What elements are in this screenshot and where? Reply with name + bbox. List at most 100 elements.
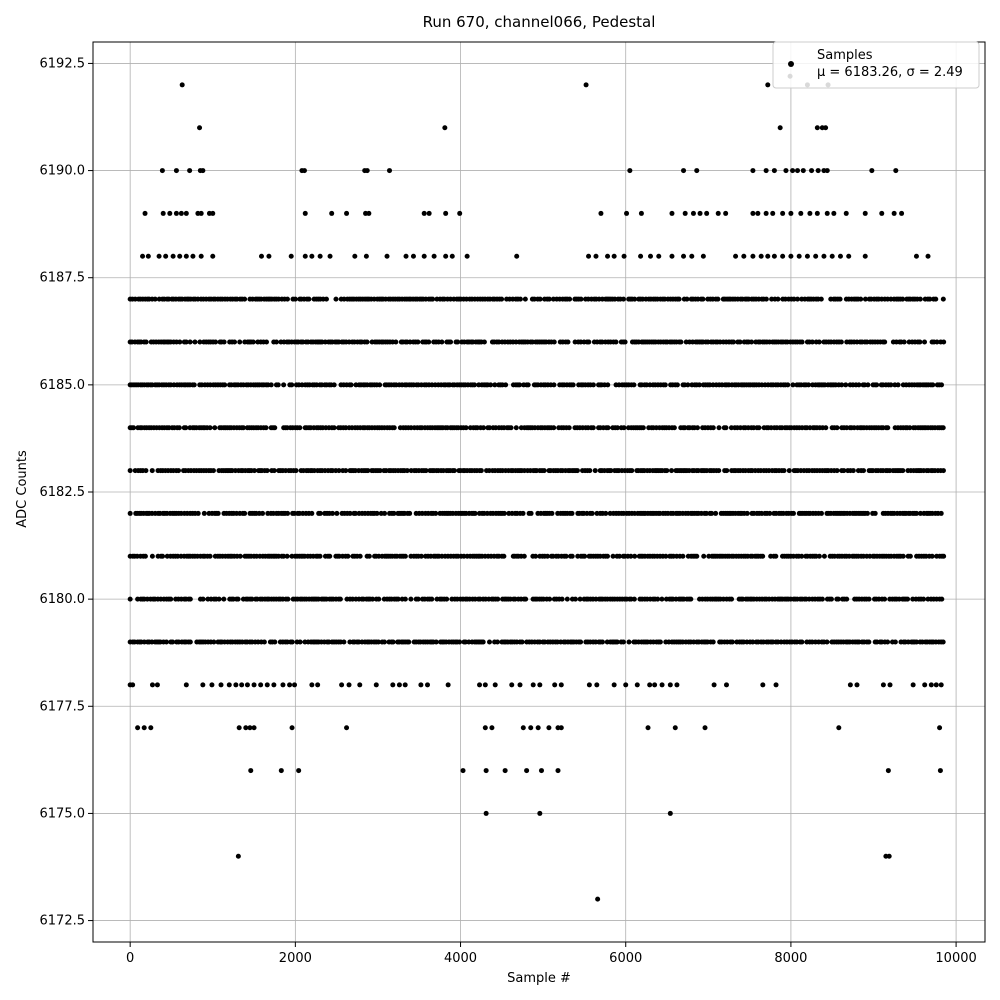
data-point xyxy=(198,253,204,259)
data-point xyxy=(192,339,198,345)
data-point xyxy=(828,596,834,602)
data-point xyxy=(183,682,189,688)
data-point xyxy=(145,253,151,259)
data-point xyxy=(788,253,794,259)
data-point xyxy=(741,253,747,259)
data-point xyxy=(940,468,946,474)
data-point xyxy=(558,682,564,688)
data-point xyxy=(410,253,416,259)
data-point xyxy=(249,596,255,602)
data-point xyxy=(663,553,669,559)
data-point xyxy=(210,253,216,259)
data-point xyxy=(907,425,913,431)
data-point xyxy=(261,639,267,645)
data-point xyxy=(130,682,136,688)
data-point xyxy=(517,382,523,388)
data-point xyxy=(880,682,886,688)
y-tick-label: 6177.5 xyxy=(40,699,86,714)
data-point xyxy=(885,425,891,431)
data-point xyxy=(781,468,787,474)
data-point xyxy=(674,382,680,388)
data-point xyxy=(297,639,303,645)
data-point xyxy=(272,639,278,645)
data-point xyxy=(715,210,721,216)
data-point xyxy=(478,468,484,474)
data-point xyxy=(406,639,412,645)
data-point xyxy=(621,253,627,259)
data-point xyxy=(285,510,291,516)
data-point xyxy=(347,510,353,516)
data-point xyxy=(278,768,284,774)
data-point xyxy=(879,210,885,216)
data-point xyxy=(183,339,189,345)
data-point xyxy=(841,468,847,474)
data-point xyxy=(235,596,241,602)
data-point xyxy=(187,168,193,174)
data-point xyxy=(289,725,295,731)
data-point xyxy=(587,468,593,474)
data-point xyxy=(767,510,773,516)
x-tick-label: 6000 xyxy=(609,951,642,966)
data-point xyxy=(907,553,913,559)
data-point xyxy=(528,725,534,731)
data-point xyxy=(937,768,943,774)
data-point xyxy=(818,510,824,516)
data-point xyxy=(533,553,539,559)
data-point xyxy=(352,510,358,516)
data-point xyxy=(603,510,609,516)
data-point xyxy=(492,382,498,388)
data-point xyxy=(197,339,203,345)
data-point xyxy=(850,468,856,474)
data-point xyxy=(899,210,905,216)
data-point xyxy=(798,210,804,216)
data-point xyxy=(763,296,769,302)
data-point xyxy=(900,296,906,302)
data-point xyxy=(430,296,436,302)
data-point xyxy=(293,468,299,474)
data-point xyxy=(251,468,257,474)
data-point xyxy=(374,510,380,516)
data-point xyxy=(795,168,801,174)
data-point xyxy=(590,425,596,431)
data-point xyxy=(472,510,478,516)
data-point xyxy=(306,296,312,302)
data-point xyxy=(856,382,862,388)
data-point xyxy=(221,339,227,345)
data-point xyxy=(127,596,133,602)
data-point xyxy=(148,725,154,731)
data-point xyxy=(929,553,935,559)
data-point xyxy=(843,210,849,216)
data-point xyxy=(365,468,371,474)
data-point xyxy=(168,596,174,602)
data-point xyxy=(765,253,771,259)
data-point xyxy=(605,425,611,431)
data-point xyxy=(669,210,675,216)
data-point xyxy=(289,639,295,645)
data-point xyxy=(149,682,155,688)
data-point xyxy=(127,468,133,474)
data-point xyxy=(657,639,663,645)
data-point xyxy=(443,210,449,216)
data-point xyxy=(250,339,256,345)
data-point xyxy=(222,382,228,388)
data-point xyxy=(804,253,810,259)
data-point xyxy=(569,553,575,559)
data-point xyxy=(744,510,750,516)
data-point xyxy=(831,210,837,216)
data-point xyxy=(627,168,633,174)
data-point xyxy=(933,682,939,688)
data-point xyxy=(563,553,569,559)
data-point xyxy=(187,596,193,602)
data-point xyxy=(522,296,528,302)
data-point xyxy=(844,596,850,602)
data-point xyxy=(688,596,694,602)
data-point xyxy=(632,296,638,302)
data-point xyxy=(569,510,575,516)
data-point xyxy=(345,553,351,559)
data-point xyxy=(565,339,571,345)
data-point xyxy=(664,468,670,474)
data-point xyxy=(785,382,791,388)
data-point xyxy=(281,382,287,388)
data-point xyxy=(594,682,600,688)
data-point xyxy=(243,725,249,731)
